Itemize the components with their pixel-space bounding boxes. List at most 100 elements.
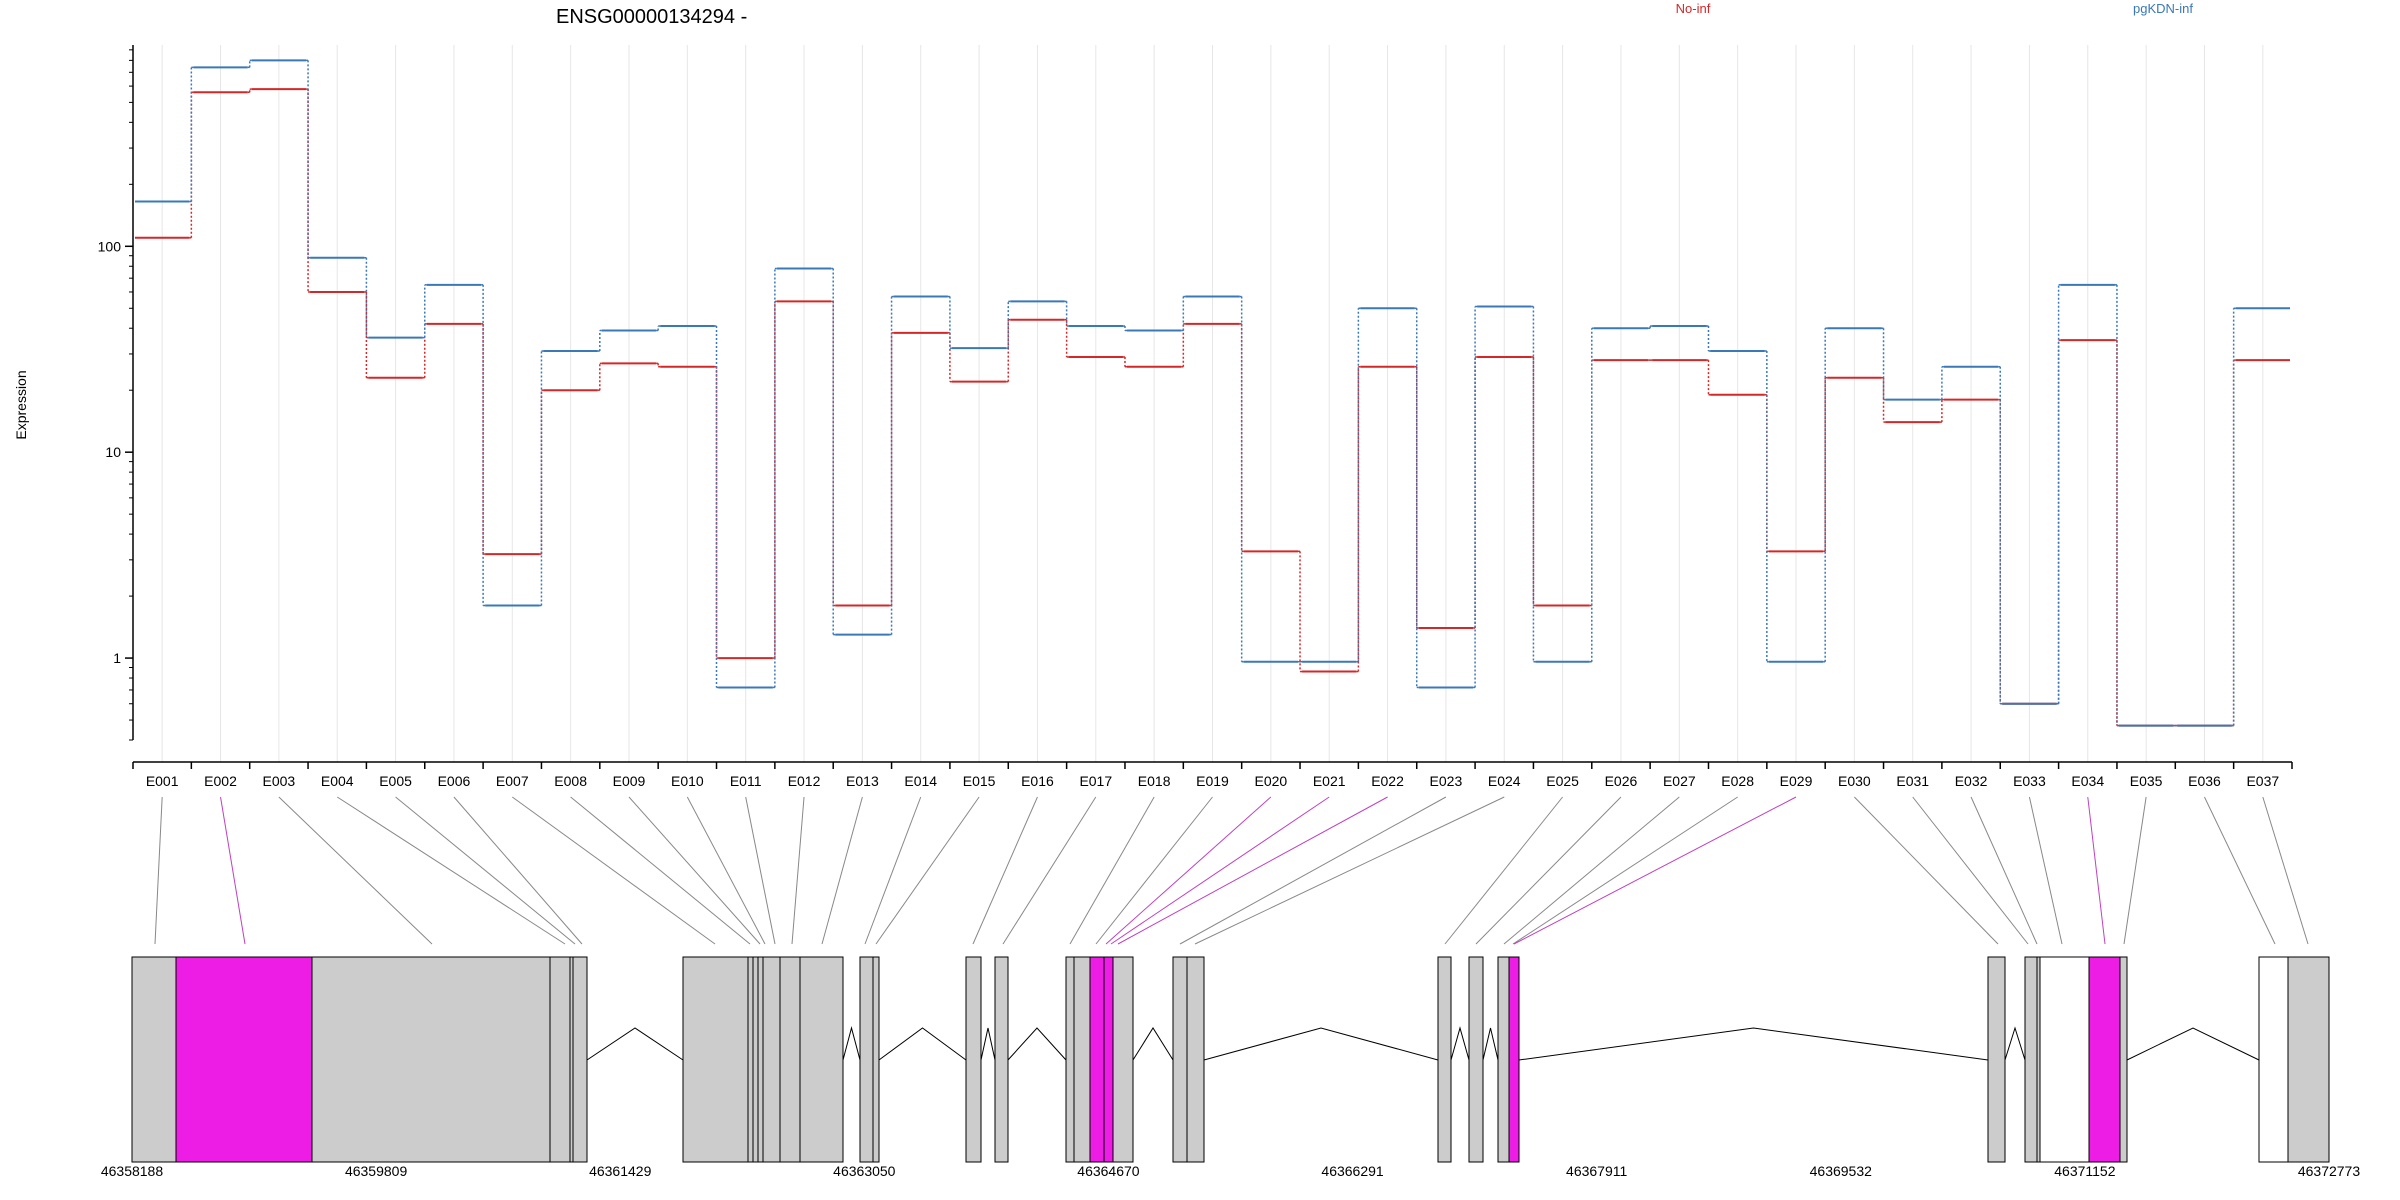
exon-box — [682, 956, 749, 1163]
x-tick-label: E005 — [379, 773, 412, 789]
genomic-position-label: 46367911 — [1566, 1163, 1627, 1179]
genomic-position-label: 46371152 — [2054, 1163, 2115, 1179]
x-tick-label: E010 — [671, 773, 704, 789]
x-tick-label: E021 — [1313, 773, 1346, 789]
exon-connector — [154, 796, 163, 945]
x-tick-label: E006 — [438, 773, 471, 789]
exon-connector — [2262, 796, 2309, 945]
genomic-position-label: 46359809 — [345, 1163, 408, 1179]
exon-box — [1103, 956, 1114, 1163]
x-tick-label: E004 — [321, 773, 354, 789]
genomic-position-label: 46363050 — [833, 1163, 896, 1179]
exon-connector — [1475, 796, 1622, 945]
exon-box — [131, 956, 177, 1163]
exon-connector — [1854, 796, 1999, 945]
x-tick-label: E015 — [963, 773, 996, 789]
exon-box — [2119, 956, 2128, 1163]
genomic-position-label: 46369532 — [1810, 1163, 1873, 1179]
x-tick-label: E024 — [1488, 773, 1521, 789]
exon-box — [799, 956, 844, 1163]
exon-box — [1172, 956, 1188, 1163]
exon-connector — [278, 796, 433, 945]
exon-box — [1437, 956, 1452, 1163]
x-tick-label: E026 — [1605, 773, 1638, 789]
exon-connector — [2028, 796, 2063, 945]
exon-connector — [1503, 796, 1680, 945]
x-tick-label: E013 — [846, 773, 879, 789]
x-tick-label: E022 — [1371, 773, 1404, 789]
intron-line — [842, 1026, 861, 1061]
exon-connector — [1002, 796, 1097, 945]
x-tick-label: E007 — [496, 773, 529, 789]
exon-box — [1112, 956, 1134, 1163]
x-tick-label: E009 — [613, 773, 646, 789]
exon-connectors — [154, 796, 2309, 945]
x-tick-label: E014 — [904, 773, 937, 789]
x-tick-label: E028 — [1721, 773, 1754, 789]
exon-connector — [220, 796, 246, 945]
exon-connector — [511, 796, 716, 945]
x-tick-label: E016 — [1021, 773, 1054, 789]
x-tick-label: E030 — [1838, 773, 1871, 789]
x-tick-label: E001 — [146, 773, 179, 789]
exon-connector — [2123, 796, 2147, 945]
x-tick-label: E034 — [2071, 773, 2104, 789]
exon-connector — [875, 796, 980, 945]
x-tick-label: E035 — [2130, 773, 2163, 789]
exon-box — [1497, 956, 1510, 1163]
exon-connector — [453, 796, 583, 945]
exon-box — [1073, 956, 1091, 1163]
genomic-position-label: 46358188 — [101, 1163, 164, 1179]
exon-box — [965, 956, 982, 1163]
x-tick-label: E033 — [2013, 773, 2046, 789]
exon-box — [1065, 956, 1075, 1163]
y-tick-label: 1 — [113, 650, 121, 666]
x-tick-label: E012 — [788, 773, 821, 789]
gene-model — [131, 956, 2330, 1163]
x-tick-label: E017 — [1079, 773, 1112, 789]
exon-connector — [1117, 796, 1388, 945]
exon-connector — [395, 796, 576, 945]
legend-label-no-inf: No-inf — [1676, 1, 1711, 16]
x-tick-label: E037 — [2246, 773, 2279, 789]
exon-connector — [1110, 796, 1330, 945]
chart-title: ENSG00000134294 - — [556, 6, 747, 28]
intron-line — [2126, 1027, 2260, 1061]
exon-box — [2088, 956, 2121, 1163]
x-tick-label: E003 — [263, 773, 296, 789]
exon-box — [859, 956, 874, 1163]
exon-box — [572, 956, 588, 1163]
x-tick-label: E023 — [1430, 773, 1463, 789]
exon-box — [1089, 956, 1105, 1163]
axes: 1 10 100 E001 E002 E003 E004 E005 E006 E007 E008 E0… — [98, 45, 2293, 789]
x-tick-label: E025 — [1546, 773, 1579, 789]
y-tick-label: 100 — [98, 238, 122, 254]
exon-connector — [1179, 796, 1447, 945]
exon-connector — [1970, 796, 2038, 945]
intron-line — [1203, 1027, 1439, 1061]
exon-connector — [864, 796, 922, 945]
genomic-position-label: 46364670 — [1077, 1163, 1140, 1179]
exon-connector — [1512, 796, 1738, 945]
exon-box — [994, 956, 1009, 1163]
exon-box — [762, 956, 781, 1163]
intron-line — [1132, 1027, 1174, 1061]
genomic-axis: 46358188 46359809 46361429 46363050 46364670… — [101, 1163, 2361, 1179]
grid — [161, 45, 2264, 762]
exon-box — [872, 956, 880, 1163]
exon-box — [1987, 956, 2006, 1163]
exon-box — [175, 956, 313, 1163]
x-tick-label: E018 — [1138, 773, 1171, 789]
intron-line — [586, 1027, 684, 1061]
intron-line — [980, 1027, 996, 1061]
intron-line — [1482, 1027, 1499, 1061]
series-pgkdn-inf — [135, 59, 2290, 727]
exon-box — [2039, 956, 2090, 1163]
intron-line — [1450, 1026, 1470, 1061]
x-tick-label: E032 — [1955, 773, 1988, 789]
intron-line — [878, 1027, 967, 1061]
exon-connector — [1912, 796, 2029, 945]
genomic-position-label: 46366291 — [1321, 1163, 1384, 1179]
exon-connector — [791, 796, 805, 945]
